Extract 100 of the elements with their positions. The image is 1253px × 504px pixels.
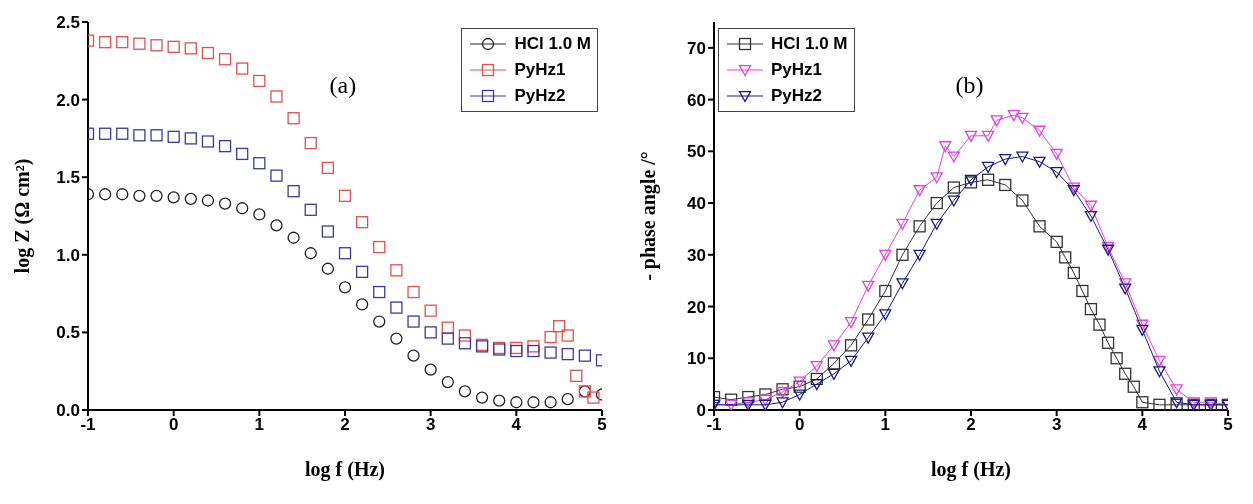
point <box>879 309 892 321</box>
point <box>373 285 386 299</box>
point <box>458 385 472 398</box>
point <box>304 136 317 150</box>
x-tick-label: 5 <box>597 415 607 435</box>
x-tick-label: 4 <box>1137 415 1148 435</box>
point <box>218 140 232 153</box>
point <box>1153 355 1166 367</box>
point <box>879 249 892 261</box>
point <box>827 357 841 370</box>
legend-label: PyHz2 <box>771 85 823 107</box>
legend-label: PyHz1 <box>771 59 823 81</box>
y-tick-label: 70 <box>687 38 706 58</box>
point <box>947 151 961 163</box>
point <box>1016 151 1029 163</box>
point <box>1153 366 1166 378</box>
x-tick-label: 2 <box>966 415 976 435</box>
point <box>201 135 215 148</box>
point <box>390 332 403 345</box>
y-tick-label: 2.5 <box>56 13 80 33</box>
point <box>1033 220 1046 233</box>
legend-label: HCl 1.0 M <box>771 33 848 55</box>
point <box>1084 210 1098 223</box>
point <box>1050 166 1063 179</box>
point <box>116 188 129 201</box>
point <box>167 130 180 143</box>
annotation: (b) <box>955 72 984 99</box>
y-tick-label: 0.0 <box>56 401 80 421</box>
point <box>201 46 215 60</box>
point <box>844 355 858 367</box>
point <box>184 192 197 206</box>
point <box>1127 380 1140 393</box>
point <box>561 329 574 342</box>
point <box>167 40 180 53</box>
point <box>810 360 823 373</box>
point <box>458 329 472 342</box>
point <box>930 172 943 184</box>
x-tick-label: 1 <box>880 415 891 435</box>
point <box>458 337 472 350</box>
point <box>1170 384 1183 396</box>
point <box>236 62 249 75</box>
point <box>844 317 858 329</box>
x-tick-label: 3 <box>425 415 436 435</box>
point <box>862 280 875 292</box>
point <box>510 396 523 409</box>
point <box>407 349 420 362</box>
y-tick-label: 10 <box>687 349 706 369</box>
point <box>116 36 129 49</box>
point <box>287 231 300 244</box>
point <box>390 301 403 314</box>
point <box>939 141 952 153</box>
point <box>1136 324 1149 336</box>
point <box>896 218 909 230</box>
point <box>1059 251 1072 264</box>
point <box>1007 110 1020 122</box>
point <box>930 196 943 210</box>
point <box>1119 367 1132 380</box>
point <box>287 185 300 198</box>
point <box>236 147 249 161</box>
point <box>390 264 403 277</box>
point <box>553 320 566 333</box>
point <box>759 394 772 406</box>
point <box>218 197 232 210</box>
y-axis-title: log Z (Ω cm²) <box>11 158 35 274</box>
point <box>724 393 738 406</box>
y-tick-label: 1.0 <box>56 245 80 265</box>
point <box>1050 235 1063 249</box>
point <box>1050 148 1063 161</box>
point <box>930 218 943 230</box>
point <box>184 132 197 145</box>
point <box>167 191 180 204</box>
point <box>475 391 489 404</box>
point <box>793 380 806 393</box>
point <box>999 154 1012 166</box>
point <box>424 304 437 317</box>
point <box>1101 336 1115 349</box>
x-tick-label: 1 <box>254 415 265 435</box>
point <box>896 248 909 261</box>
point <box>810 372 823 386</box>
point <box>1016 112 1029 124</box>
point <box>947 181 961 194</box>
point <box>981 173 995 186</box>
point <box>321 161 335 175</box>
point <box>724 399 738 410</box>
point <box>218 53 232 66</box>
point <box>1084 302 1098 316</box>
point <box>1033 156 1046 168</box>
x-tick-label: 4 <box>511 415 522 435</box>
point <box>373 315 386 328</box>
point <box>947 195 961 207</box>
point <box>150 129 163 142</box>
point <box>1119 283 1132 295</box>
point <box>253 157 266 170</box>
y-tick-label: 2.0 <box>56 90 80 110</box>
point <box>793 376 806 388</box>
point <box>424 326 437 339</box>
point <box>150 39 163 52</box>
point <box>544 396 557 409</box>
point <box>270 169 283 182</box>
x-tick-label: -1 <box>706 415 722 435</box>
